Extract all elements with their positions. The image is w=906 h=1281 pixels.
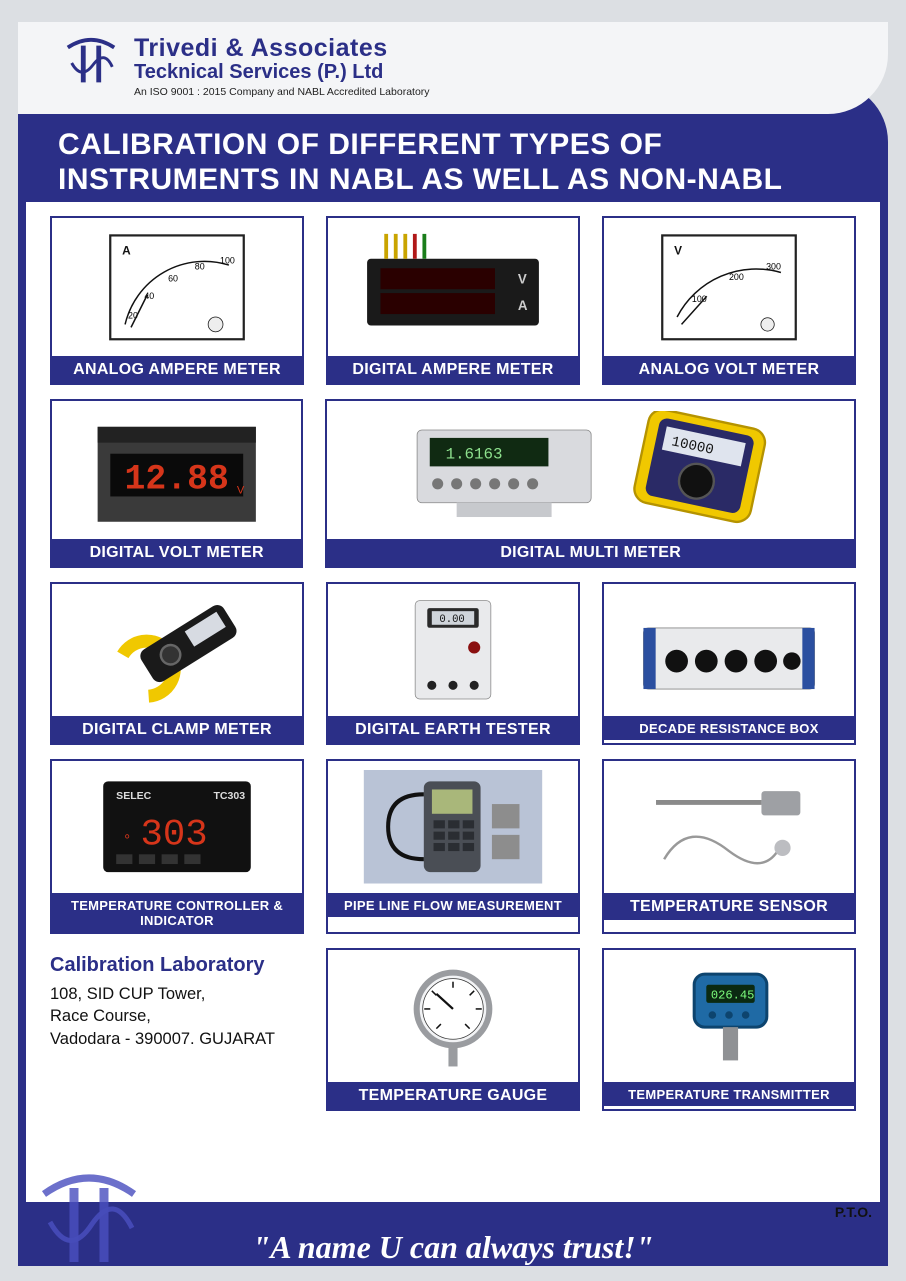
instrument-row: DIGITAL CLAMP METER 0.00 DIGITAL EARTH T… <box>50 582 856 745</box>
svg-text:60: 60 <box>168 273 178 283</box>
card-pipe-line-flow: PIPE LINE FLOW MEASUREMENT <box>326 759 580 934</box>
card-label: ANALOG VOLT METER <box>604 356 854 383</box>
card-decade-resistance-box: DECADE RESISTANCE BOX <box>602 582 856 745</box>
instrument-image <box>604 584 854 716</box>
svg-text:V: V <box>674 243 682 257</box>
instrument-image: V 100 200 300 <box>604 218 854 356</box>
svg-text:V: V <box>237 484 245 496</box>
instrument-row: 12.88 V DIGITAL VOLT METER 1.6163 <box>50 399 856 568</box>
card-label: DIGITAL EARTH TESTER <box>328 716 578 743</box>
card-label: DIGITAL VOLT METER <box>52 539 301 566</box>
card-digital-ampere-meter: V A DIGITAL AMPERE METER <box>326 216 580 385</box>
logo-icon <box>62 34 120 92</box>
svg-text:A: A <box>122 243 131 257</box>
content-panel: A 20 40 60 80 100 ANALOG AMPERE METER <box>26 202 880 1202</box>
address-line: Vadodara - 390007. GUJARAT <box>50 1028 304 1050</box>
card-label: DIGITAL CLAMP METER <box>52 716 302 743</box>
address-line: Race Course, <box>50 1005 304 1027</box>
svg-text:SELEC: SELEC <box>116 790 152 802</box>
svg-text:°: ° <box>124 833 130 849</box>
card-digital-volt-meter: 12.88 V DIGITAL VOLT METER <box>50 399 303 568</box>
instrument-row: Calibration Laboratory 108, SID CUP Towe… <box>50 948 856 1111</box>
card-temperature-transmitter: 026.45 TEMPERATURE TRANSMITTER <box>602 948 856 1111</box>
instrument-image <box>328 950 578 1082</box>
instrument-image <box>604 761 854 893</box>
card-analog-ampere-meter: A 20 40 60 80 100 ANALOG AMPERE METER <box>50 216 304 385</box>
company-name: Trivedi & Associates Tecknical Services … <box>134 34 430 98</box>
card-label: ANALOG AMPERE METER <box>52 356 302 383</box>
svg-text:V: V <box>518 271 527 286</box>
instrument-image: A 20 40 60 80 100 <box>52 218 302 356</box>
instrument-image: 0.00 <box>328 584 578 716</box>
tagline: "A name U can always trust!" <box>0 1229 906 1266</box>
svg-text:026.45: 026.45 <box>711 989 755 1003</box>
instrument-row: A 20 40 60 80 100 ANALOG AMPERE METER <box>50 216 856 385</box>
svg-text:80: 80 <box>195 261 205 271</box>
pto-label: P.T.O. <box>835 1204 872 1220</box>
svg-text:0.00: 0.00 <box>439 614 464 626</box>
card-temperature-sensor: TEMPERATURE SENSOR <box>602 759 856 934</box>
company-line1: Trivedi & Associates <box>134 34 430 63</box>
svg-text:A: A <box>518 298 528 313</box>
svg-text:100: 100 <box>220 255 235 265</box>
instrument-image: 1.6163 10000 <box>327 401 854 539</box>
address-heading: Calibration Laboratory <box>50 954 304 977</box>
card-label: PIPE LINE FLOW MEASUREMENT <box>328 893 578 917</box>
instrument-image: V A <box>328 218 578 356</box>
card-digital-earth-tester: 0.00 DIGITAL EARTH TESTER <box>326 582 580 745</box>
title-line1: CALIBRATION OF DIFFERENT TYPES OF <box>58 128 866 163</box>
instrument-row: SELEC TC303 303 ° TEMPERATURE CONTROLLER… <box>50 759 856 934</box>
card-label: DIGITAL AMPERE METER <box>328 356 578 383</box>
address-line: 108, SID CUP Tower, <box>50 983 304 1005</box>
card-label: TEMPERATURE GAUGE <box>328 1082 578 1109</box>
title-line2: INSTRUMENTS IN NABL AS WELL AS NON-NABL <box>58 163 866 198</box>
instrument-image <box>328 761 578 893</box>
instrument-image: 12.88 V <box>52 401 301 539</box>
card-temperature-controller: SELEC TC303 303 ° TEMPERATURE CONTROLLER… <box>50 759 304 934</box>
card-digital-clamp-meter: DIGITAL CLAMP METER <box>50 582 304 745</box>
address-block: Calibration Laboratory 108, SID CUP Towe… <box>50 948 304 1111</box>
svg-text:12.88: 12.88 <box>124 460 228 499</box>
card-label: DIGITAL MULTI METER <box>327 539 854 566</box>
instrument-image <box>52 584 302 716</box>
card-label: TEMPERATURE CONTROLLER & INDICATOR <box>52 893 302 932</box>
card-digital-multi-meter: 1.6163 10000 DIGITAL MULTI METER <box>325 399 856 568</box>
company-accreditation: An ISO 9001 : 2015 Company and NABL Accr… <box>134 86 430 98</box>
company-line2: Tecknical Services (P.) Ltd <box>134 61 430 84</box>
card-label: TEMPERATURE TRANSMITTER <box>604 1082 854 1106</box>
card-temperature-gauge: TEMPERATURE GAUGE <box>326 948 580 1111</box>
svg-text:303: 303 <box>141 815 208 857</box>
svg-text:TC303: TC303 <box>213 790 245 802</box>
instrument-image: SELEC TC303 303 ° <box>52 761 302 893</box>
card-analog-volt-meter: V 100 200 300 ANALOG VOLT METER <box>602 216 856 385</box>
card-label: TEMPERATURE SENSOR <box>604 893 854 920</box>
card-label: DECADE RESISTANCE BOX <box>604 716 854 740</box>
company-logo-block: Trivedi & Associates Tecknical Services … <box>62 34 430 98</box>
instrument-image: 026.45 <box>604 950 854 1082</box>
svg-text:1.6163: 1.6163 <box>445 445 502 463</box>
page-title: CALIBRATION OF DIFFERENT TYPES OF INSTRU… <box>58 128 866 197</box>
svg-text:300: 300 <box>766 261 781 271</box>
svg-text:200: 200 <box>729 272 744 282</box>
